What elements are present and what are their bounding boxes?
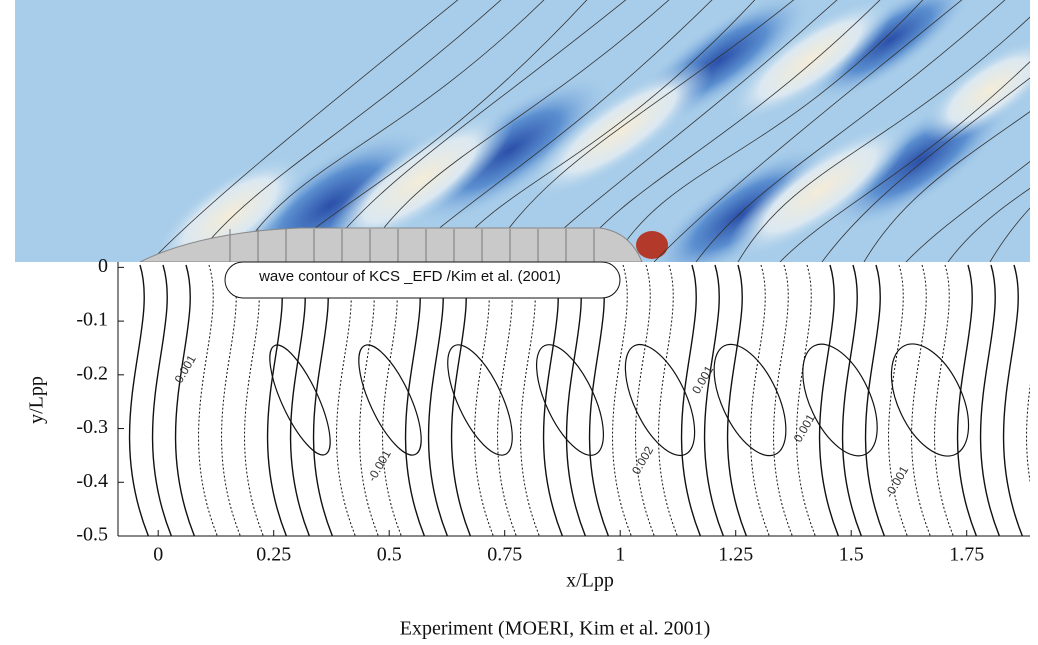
x-tick-label: 0.75 [487,544,522,566]
contour-line [497,264,518,536]
contour-line [864,264,886,536]
contour-line [635,264,656,536]
plot: wave contour of KCS _EFD /Kim et al. (20… [26,255,1030,640]
contour-line [750,264,771,536]
contour-line [979,264,1001,536]
contour-line [450,264,472,536]
x-tick-label: 0.25 [256,544,291,566]
cfd-panel [15,0,1038,262]
contour-line [989,207,1030,262]
contour-line [611,0,924,262]
y-tick-label: -0.2 [76,362,108,384]
contour-line [336,264,357,536]
contour-line [796,264,817,536]
contour-line [404,264,426,536]
contour-line [149,0,459,262]
caption: Experiment (MOERI, Kim et al. 2001) [400,618,711,640]
contour-line [266,264,288,536]
contour-line [779,61,1030,262]
contour-line [841,264,863,536]
contour-line [888,264,909,536]
contour-line [890,343,970,457]
x-tick-label: 1 [615,544,625,566]
y-tick-label: -0.1 [76,309,108,331]
contour-line [289,264,311,536]
contour-line [680,264,702,536]
contour-label: 0.001 [689,363,716,396]
contour-line [653,0,963,262]
contour-line [1026,383,1030,484]
x-tick-label: 0.5 [377,544,402,566]
contour-line [821,77,1030,262]
contour-line [427,264,449,536]
contour-label: -0.001 [882,463,911,500]
x-tick-label: 1.25 [718,544,753,566]
contour-line [174,264,196,536]
contour-label: 0.001 [172,352,199,385]
contour-line [312,264,334,536]
contour-line [128,264,150,536]
contour-line [565,264,587,536]
contour-line [773,264,794,536]
contour-line [485,0,795,262]
x-tick-label: 0 [153,544,163,566]
contour-line [703,264,725,536]
contour-line [947,187,1030,262]
wave-field [153,0,1030,262]
contour-line [359,0,670,262]
contour-line [863,111,1030,262]
contour-line [713,343,787,457]
contour-line [737,16,1030,262]
hull [139,227,643,262]
contour-line [542,264,564,536]
y-tick-label: 0 [98,255,108,277]
contour-line [818,264,840,536]
contour-line [447,344,513,456]
contour-line [151,264,173,536]
y-axis-label: y/Lpp [26,376,48,424]
x-axis-label: x/Lpp [566,570,614,592]
contour-line [244,264,265,536]
contour-line [1032,0,1038,262]
contour-line [802,343,878,457]
contour-line [588,264,610,536]
contour-line [624,343,696,457]
contour-line [520,264,541,536]
contour-line [221,264,242,536]
contour-line [535,344,605,456]
contour-line [358,344,422,456]
contour-line [956,264,978,536]
y-tick-label: -0.5 [76,524,108,546]
annotation: wave contour of KCS _EFD /Kim et al. (20… [258,268,561,285]
y-tick-label: -0.3 [76,416,108,438]
annotation-box [224,261,621,299]
contour-line [474,264,495,536]
contour-line [726,264,748,536]
contour-line [905,161,1030,262]
contour-line [911,264,932,536]
contour-lines [128,264,1030,536]
hull-ribs [229,229,595,262]
y-tick-label: -0.4 [76,470,108,492]
contour-line [359,264,380,536]
contour-line [191,0,502,262]
x-tick-label: 1.5 [839,544,864,566]
contour-line [612,264,633,536]
contour-line [198,264,219,536]
contour-line [695,0,1006,262]
contour-label: 0.002 [629,444,656,477]
contour-line [382,264,403,536]
contour-line [658,264,679,536]
contour-label: -0.001 [365,447,394,484]
x-tick-label: 1.75 [949,544,984,566]
contour-line [1002,264,1024,536]
contour-line [934,264,955,536]
contour-line [233,0,545,262]
contour-line [269,344,331,456]
